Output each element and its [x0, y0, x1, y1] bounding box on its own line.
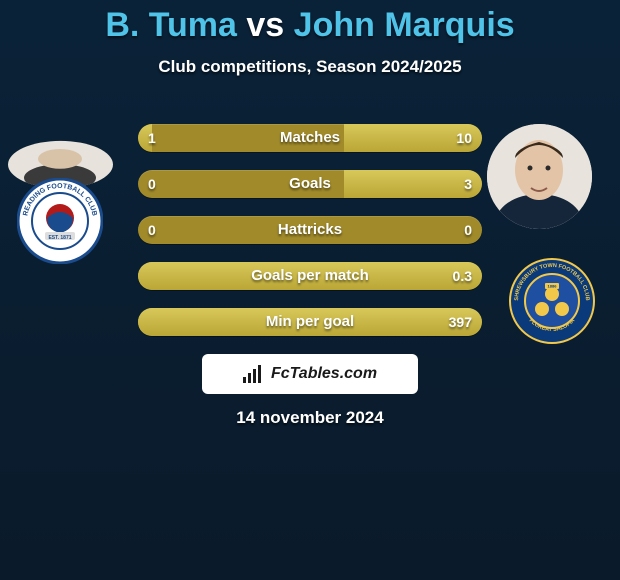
- stat-label: Hattricks: [138, 216, 482, 244]
- player1-club-badge: READING FOOTBALL CLUB EST. 1871: [17, 178, 103, 264]
- svg-text:1886: 1886: [548, 284, 558, 289]
- stat-label: Matches: [138, 124, 482, 152]
- stat-label: Goals: [138, 170, 482, 198]
- stat-row: 03Goals: [138, 170, 482, 198]
- stat-row: 110Matches: [138, 124, 482, 152]
- chart-icon: [243, 365, 265, 383]
- stats-container: 110Matches 03Goals 00Hattricks 0.3Goals per…: [138, 124, 482, 354]
- stat-label: Goals per match: [138, 262, 482, 290]
- date-text: 14 november 2024: [0, 408, 620, 428]
- stat-row: 00Hattricks: [138, 216, 482, 244]
- stat-label: Min per goal: [138, 308, 482, 336]
- vs-text: vs: [246, 6, 284, 44]
- fctables-branding: FcTables.com: [202, 354, 418, 394]
- branding-text: FcTables.com: [271, 365, 377, 383]
- comparison-title: B. Tuma vs John Marquis: [0, 0, 620, 45]
- player2-club-badge: 1886 SHREWSBURY TOWN FOOTBALL CLUB FLORE…: [509, 258, 595, 344]
- stat-row: 397Min per goal: [138, 308, 482, 336]
- stat-row: 0.3Goals per match: [138, 262, 482, 290]
- svg-text:EST. 1871: EST. 1871: [48, 235, 71, 241]
- player2-name: John Marquis: [294, 6, 515, 44]
- subtitle: Club competitions, Season 2024/2025: [0, 57, 620, 77]
- player1-name: B. Tuma: [105, 6, 237, 44]
- player2-avatar: [487, 124, 592, 229]
